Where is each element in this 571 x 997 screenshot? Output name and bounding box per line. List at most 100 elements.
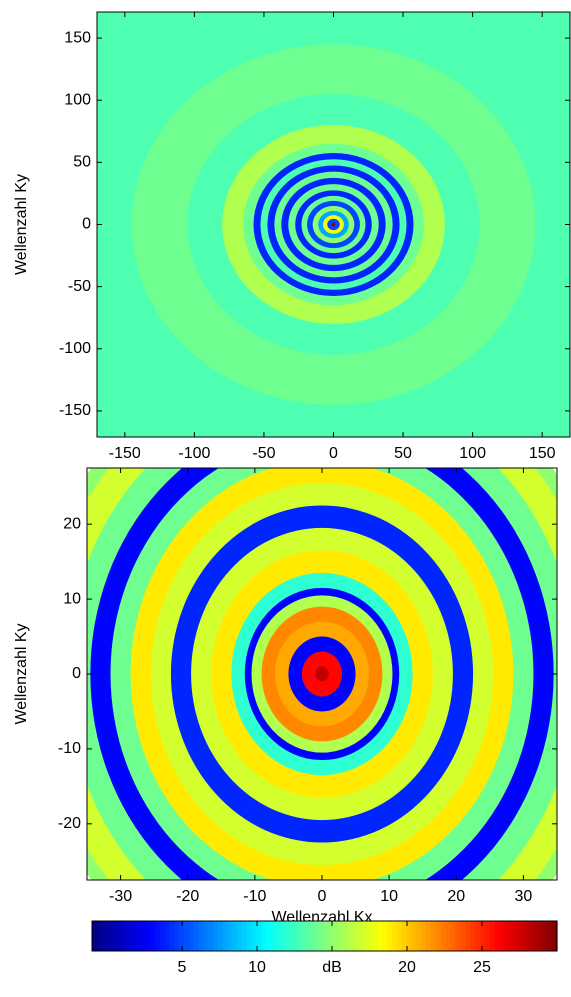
- colorbar-swatch: [542, 921, 548, 951]
- colorbar-swatch: [343, 921, 350, 951]
- colorbar-swatch: [552, 921, 558, 951]
- colorbar-swatch: [329, 921, 335, 951]
- colorbar-swatch: [101, 921, 108, 951]
- colorbar-swatch: [203, 921, 209, 951]
- colorbar-swatch: [222, 921, 229, 951]
- y-tick-label: 150: [64, 29, 91, 46]
- x-tick-label: -10: [243, 888, 266, 905]
- colorbar-swatch: [184, 921, 190, 951]
- colorbar-swatch: [411, 921, 418, 951]
- colorbar-swatch: [431, 921, 437, 951]
- colorbar-swatch: [280, 921, 287, 951]
- x-tick-label: -20: [176, 888, 199, 905]
- x-tick-label: 0: [318, 888, 327, 905]
- colorbar-frame: [91, 920, 558, 952]
- colorbar-tick-label: 10: [248, 959, 266, 976]
- x-tick-label: 30: [515, 888, 533, 905]
- colorbar-swatch: [547, 921, 553, 951]
- colorbar-swatch: [305, 921, 311, 951]
- y-tick-label: -100: [59, 340, 91, 357]
- colorbar-swatch: [188, 921, 195, 951]
- colorbar-swatch: [111, 921, 117, 951]
- y-tick-label: -20: [58, 815, 81, 832]
- colorbar-swatch: [169, 921, 175, 951]
- colorbar-tick-label: 5: [178, 959, 187, 976]
- y-tick-label: 20: [63, 515, 81, 532]
- colorbar-swatch: [319, 921, 326, 951]
- colorbar-swatch: [527, 921, 534, 951]
- colorbar-swatch: [193, 921, 200, 951]
- colorbar-swatch: [368, 921, 374, 951]
- colorbar-swatch: [382, 921, 389, 951]
- colorbar-swatch: [363, 921, 369, 951]
- colorbar-swatch: [154, 921, 161, 951]
- colorbar-swatch: [271, 921, 277, 951]
- colorbar-swatch: [334, 921, 340, 951]
- colorbar-swatch: [140, 921, 146, 951]
- colorbar-swatch: [484, 921, 490, 951]
- colorbar-swatch: [276, 921, 282, 951]
- colorbar-swatch: [435, 921, 442, 951]
- colorbar-swatch: [121, 921, 127, 951]
- colorbar-swatch: [324, 921, 330, 951]
- colorbar-swatch: [421, 921, 427, 951]
- y-tick-label: 0: [82, 216, 91, 233]
- x-tick-label: -50: [252, 445, 275, 462]
- colorbar-swatch: [237, 921, 243, 951]
- x-tick-label: 50: [394, 445, 412, 462]
- colorbar-swatch: [208, 921, 214, 951]
- colorbar-swatch: [159, 921, 166, 951]
- colorbar-swatch: [198, 921, 205, 951]
- y-tick-label: 10: [63, 590, 81, 607]
- colorbar-swatch: [295, 921, 301, 951]
- colorbar-swatch: [309, 921, 316, 951]
- colorbar-swatch: [503, 921, 510, 951]
- colorbar-tick-label: 20: [398, 959, 416, 976]
- colorbar-swatch: [513, 921, 519, 951]
- colorbar-swatch: [518, 921, 524, 951]
- colorbar-swatch: [242, 921, 248, 951]
- x-tick-label: -100: [178, 445, 210, 462]
- colorbar-swatch: [116, 921, 122, 951]
- colorbar-swatch: [397, 921, 403, 951]
- colorbar-swatch: [213, 921, 219, 951]
- heat-ring: [315, 666, 329, 682]
- y-axis-label: Wellenzahl Ky: [13, 174, 30, 275]
- colorbar-swatch: [150, 921, 156, 951]
- heatmap: [97, 12, 570, 437]
- colorbar-swatch: [164, 921, 171, 951]
- x-tick-label: 10: [380, 888, 398, 905]
- colorbar-swatch: [256, 921, 263, 951]
- colorbar-swatch: [406, 921, 413, 951]
- colorbar-swatch: [479, 921, 485, 951]
- heat-ring: [331, 222, 336, 227]
- colorbar-swatch: [135, 921, 142, 951]
- y-tick-label: 50: [73, 154, 91, 171]
- heatmap: [87, 468, 557, 880]
- colorbar-swatch: [474, 921, 481, 951]
- colorbar-swatch: [266, 921, 272, 951]
- colorbar-swatch: [450, 921, 456, 951]
- colorbar-swatch: [174, 921, 180, 951]
- colorbar-swatch: [445, 921, 452, 951]
- colorbar-swatch: [217, 921, 224, 951]
- colorbar-swatch: [489, 921, 495, 951]
- colorbar-swatch: [494, 921, 500, 951]
- colorbar-swatch: [145, 921, 151, 951]
- colorbar-swatch: [426, 921, 432, 951]
- colorbar-swatch: [532, 921, 539, 951]
- colorbar-swatch: [402, 921, 408, 951]
- colorbar-swatch: [251, 921, 258, 951]
- colorbar-swatch: [498, 921, 505, 951]
- colorbar-swatch: [416, 921, 422, 951]
- x-tick-label: 150: [529, 445, 556, 462]
- colorbar-swatch: [372, 921, 379, 951]
- colorbar-swatch: [314, 921, 321, 951]
- x-tick-label: 0: [329, 445, 338, 462]
- y-tick-label: 100: [64, 91, 91, 108]
- y-axis-label: Wellenzahl Ky: [13, 623, 30, 724]
- colorbar-swatch: [508, 921, 515, 951]
- colorbar-swatch: [353, 921, 360, 951]
